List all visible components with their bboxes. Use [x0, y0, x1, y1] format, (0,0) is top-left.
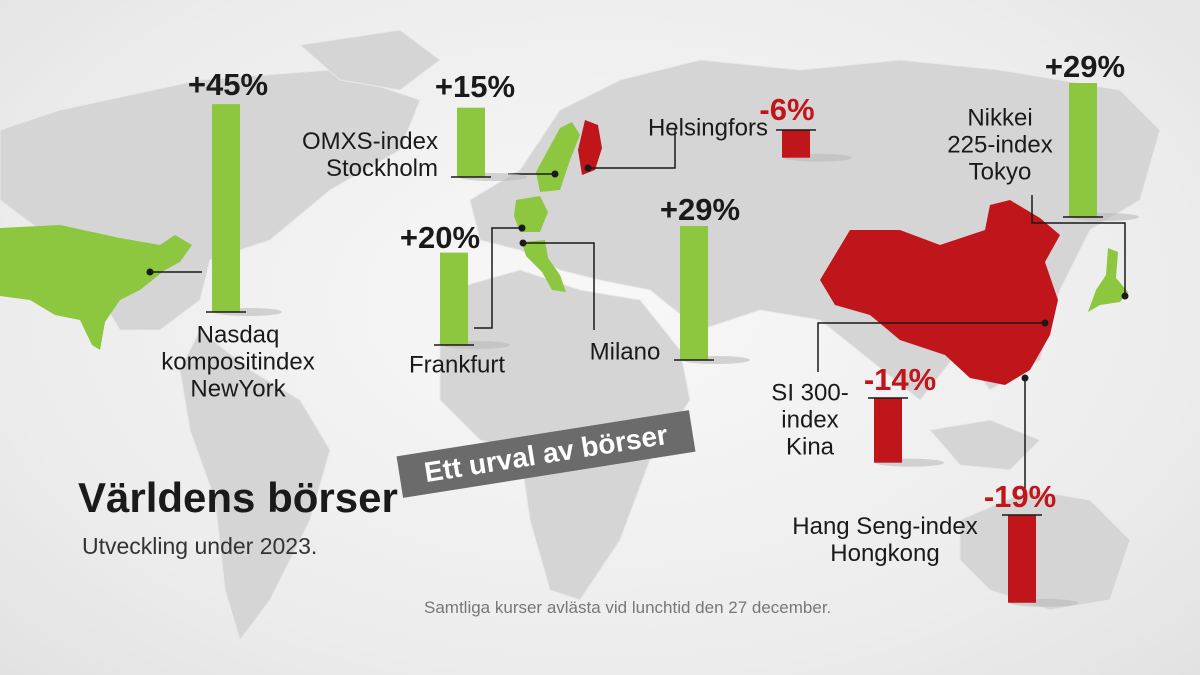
value-label: -14% — [863, 362, 937, 397]
category-label: Frankfurt — [408, 351, 506, 379]
bar — [680, 226, 708, 360]
category-label: Nasdaq kompositindex NewYork — [161, 321, 315, 403]
category-label: OMXS-index Stockholm — [301, 128, 438, 182]
value-label: -19% — [983, 479, 1057, 514]
value-label: +29% — [659, 192, 741, 227]
japan — [1088, 248, 1128, 312]
category-label: Helsingfors — [647, 114, 768, 142]
germany — [514, 196, 548, 232]
value-label: +20% — [399, 220, 481, 255]
title: Världens börser — [78, 474, 398, 521]
bar — [782, 130, 810, 158]
bar — [874, 398, 902, 463]
usa — [0, 225, 192, 350]
value-label: +15% — [434, 69, 516, 104]
bar — [1069, 83, 1097, 218]
china — [820, 200, 1060, 385]
finland — [578, 120, 602, 175]
category-label: Hang Seng-index Hongkong — [792, 513, 978, 567]
subtitle: Utveckling under 2023. — [82, 533, 318, 559]
bar — [457, 107, 485, 177]
value-label: -6% — [759, 92, 815, 127]
value-label: +45% — [187, 67, 269, 102]
note: Samtliga kurser avlästa vid lunchtid den… — [424, 598, 832, 617]
category-label: SI 300- index Kina — [771, 379, 849, 461]
value-label: +29% — [1044, 49, 1126, 84]
bar — [212, 104, 240, 312]
italy — [522, 240, 566, 292]
bar — [440, 252, 468, 345]
annotation-box — [396, 410, 696, 498]
category-label: Milano — [589, 338, 661, 366]
bar — [1008, 515, 1036, 603]
category-label: Nikkei 225-index Tokyo — [947, 104, 1053, 186]
